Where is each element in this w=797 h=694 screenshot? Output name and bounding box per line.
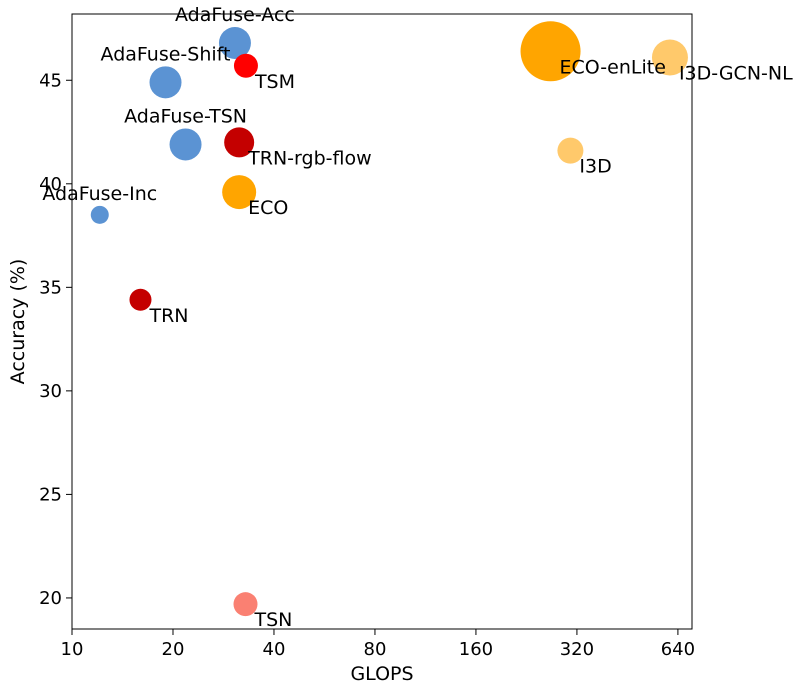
point-label: AdaFuse-Inc	[42, 183, 157, 205]
point-labels: AdaFuse-Acc AdaFuse-Shift AdaFuse-TSN AdaFu…	[42, 4, 793, 631]
point-label: ECO-enLite	[560, 56, 666, 78]
x-tick-label: 320	[560, 639, 594, 660]
data-point	[90, 205, 109, 224]
x-tick-label: 80	[364, 639, 387, 660]
point-label: AdaFuse-TSN	[124, 105, 247, 127]
x-tick-label: 20	[162, 639, 185, 660]
plot-marks	[90, 21, 688, 617]
point-label: I3D-GCN-NL	[679, 62, 793, 84]
data-point	[651, 39, 688, 76]
x-tick-label: 10	[61, 639, 84, 660]
point-label: AdaFuse-Shift	[101, 43, 231, 65]
y-axis-label: Accuracy (%)	[7, 259, 29, 385]
point-label: ECO	[248, 197, 288, 219]
x-tick-label: 640	[661, 639, 695, 660]
data-point	[233, 592, 258, 617]
x-axis-ticks: 10 20 40 80 160 320 640	[61, 629, 695, 660]
y-tick-label: 20	[39, 588, 62, 609]
data-point	[129, 288, 152, 311]
data-point	[520, 21, 581, 82]
point-label: AdaFuse-Acc	[175, 4, 295, 26]
point-label: TRN	[148, 305, 188, 327]
plot-frame	[71, 13, 693, 630]
y-tick-label: 25	[39, 484, 62, 505]
y-tick-label: 45	[39, 70, 62, 91]
y-tick-label: 40	[39, 174, 62, 195]
data-point	[149, 66, 182, 99]
data-point	[557, 137, 584, 164]
point-label: TSM	[254, 71, 295, 93]
data-point	[224, 127, 255, 158]
data-point	[169, 128, 202, 161]
data-point	[222, 175, 257, 210]
x-tick-label: 40	[263, 639, 286, 660]
x-tick-label: 160	[459, 639, 493, 660]
point-label: TRN-rgb-flow	[247, 147, 371, 169]
x-axis-label: GLOPS	[350, 663, 413, 685]
point-label: TSN	[254, 609, 293, 631]
y-tick-label: 35	[39, 277, 62, 298]
point-label: I3D	[579, 156, 611, 178]
data-point	[233, 53, 258, 78]
y-axis-ticks: 20 25 30 35 40 45	[39, 70, 72, 609]
y-tick-label: 30	[39, 381, 62, 402]
data-point	[218, 26, 251, 59]
